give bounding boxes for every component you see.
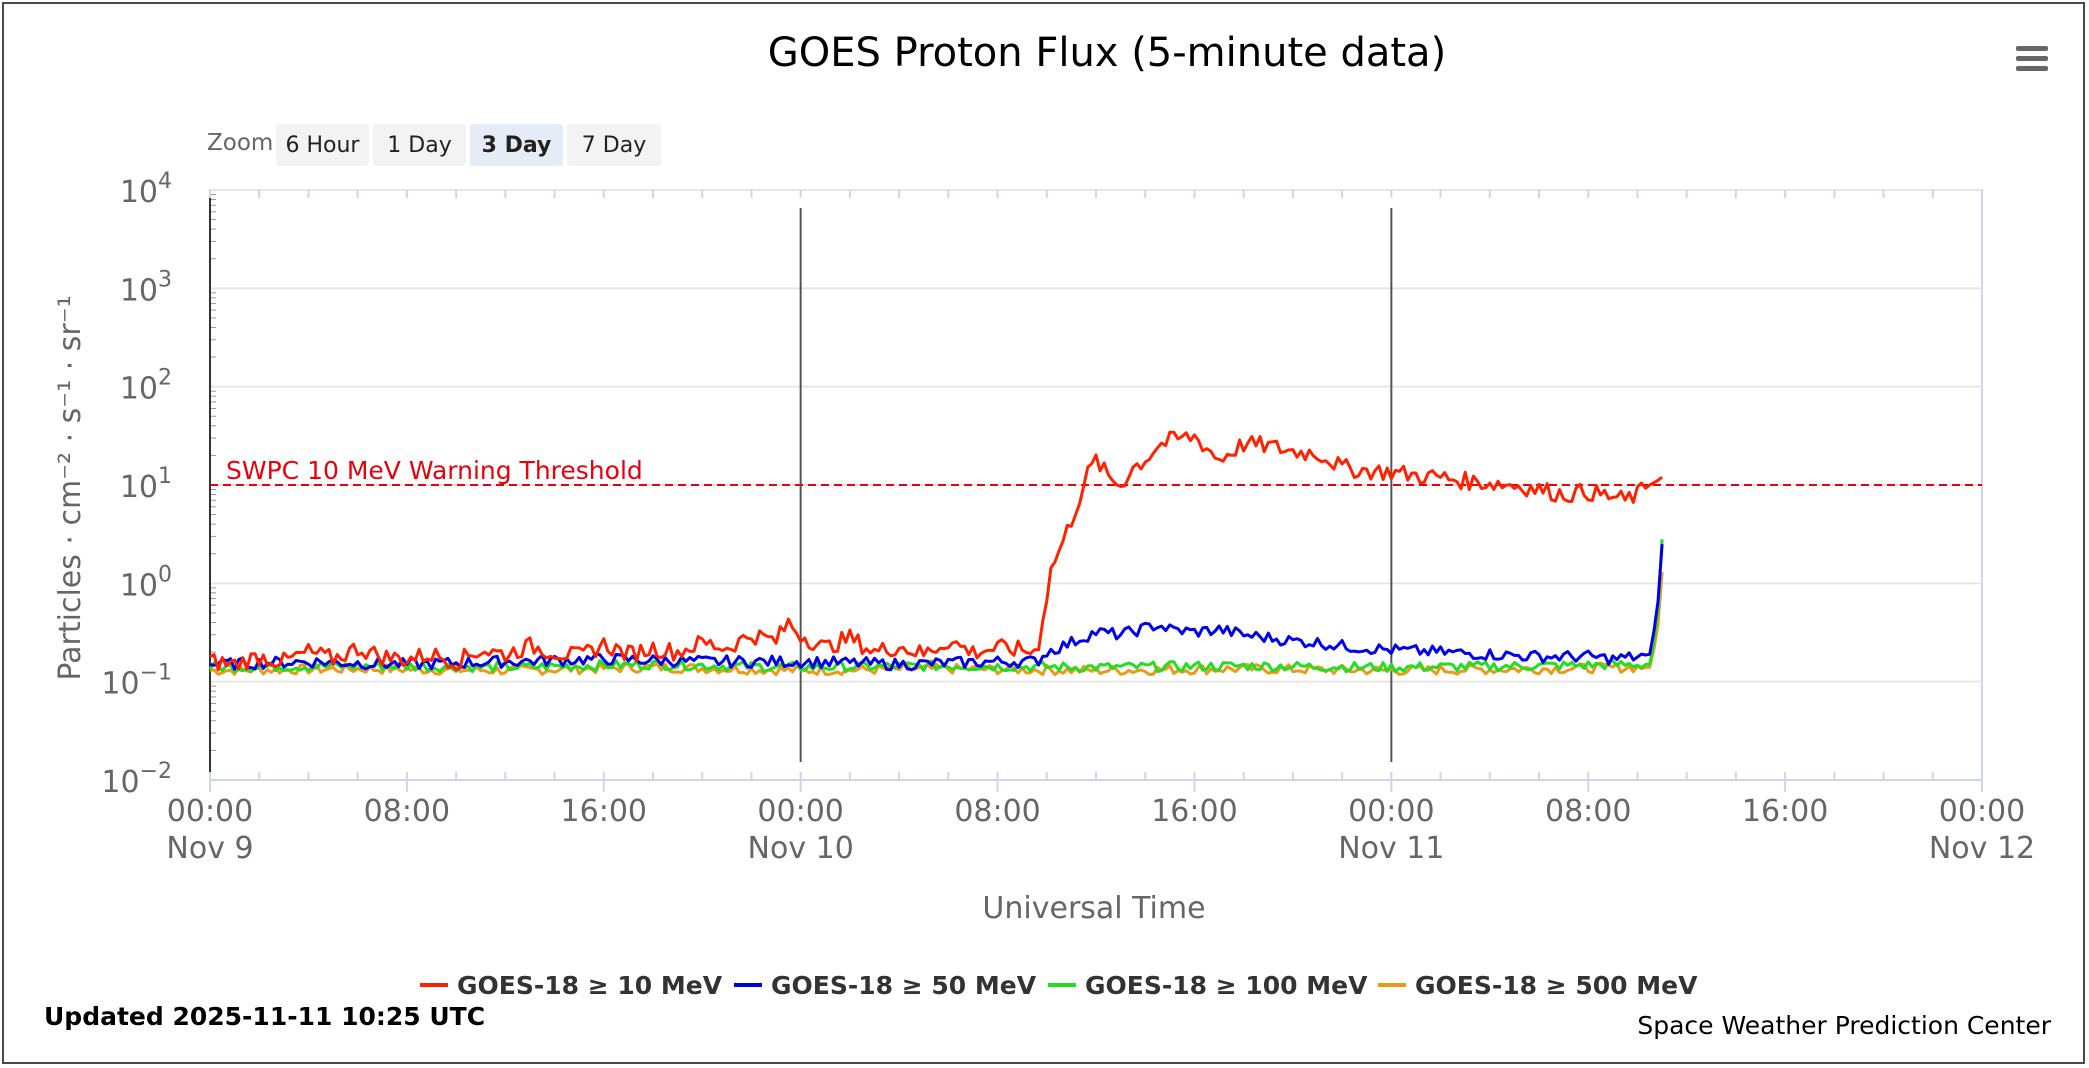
- zoom-1-day-button[interactable]: 1 Day: [373, 124, 466, 166]
- legend-label: GOES-18 ≥ 100 MeV: [1085, 970, 1368, 1000]
- legend-item-500mev[interactable]: GOES-18 ≥ 500 MeV: [1378, 968, 1697, 1002]
- x-tick-time: 16:00: [1151, 794, 1237, 829]
- legend-item-10mev[interactable]: GOES-18 ≥ 10 MeV: [420, 968, 722, 1002]
- x-tick-time: 00:00: [1939, 794, 2025, 829]
- zoom-6-hour-button[interactable]: 6 Hour: [276, 124, 369, 166]
- threshold-label: SWPC 10 MeV Warning Threshold: [226, 456, 643, 485]
- y-tick-label: 10−1: [101, 661, 172, 702]
- y-tick-label: 10−2: [101, 759, 172, 800]
- x-tick-date: Nov 9: [166, 831, 253, 866]
- credit-label: Space Weather Prediction Center: [1637, 1011, 2051, 1040]
- y-tick-label: 100: [120, 562, 172, 603]
- y-tick-base: 10: [120, 273, 158, 308]
- y-axis-label: Particles · cm⁻² · s⁻¹ · sr⁻¹: [53, 295, 88, 680]
- legend-swatch-icon: [1378, 983, 1406, 987]
- x-tick-date: Nov 11: [1338, 831, 1444, 866]
- y-tick-exponent: 4: [158, 169, 172, 194]
- y-tick-base: 10: [101, 765, 139, 800]
- legend-swatch-icon: [1048, 983, 1076, 987]
- y-tick-base: 10: [120, 568, 158, 603]
- x-tick-date: Nov 12: [1929, 831, 2035, 866]
- legend-label: GOES-18 ≥ 10 MeV: [457, 970, 723, 1000]
- x-tick-time: 08:00: [1545, 794, 1631, 829]
- y-tick-exponent: 0: [158, 562, 172, 587]
- y-tick-exponent: 3: [158, 267, 172, 292]
- y-tick-base: 10: [120, 175, 158, 210]
- y-tick-exponent: 2: [158, 366, 172, 391]
- x-tick-time: 16:00: [1742, 794, 1828, 829]
- x-tick-time: 00:00: [1348, 794, 1434, 829]
- x-axis-label: Universal Time: [982, 891, 1205, 926]
- y-tick-base: 10: [101, 667, 139, 702]
- hamburger-menu-icon[interactable]: [2016, 44, 2048, 74]
- zoom-label: Zoom: [207, 130, 274, 156]
- legend-swatch-icon: [420, 983, 448, 987]
- x-tick-date: Nov 10: [748, 831, 854, 866]
- y-tick-base: 10: [120, 470, 158, 505]
- y-tick-label: 102: [120, 366, 172, 407]
- legend: GOES-18 ≥ 10 MeV GOES-18 ≥ 50 MeV GOES-1…: [0, 968, 2089, 1002]
- zoom-7-day-button[interactable]: 7 Day: [567, 124, 661, 166]
- y-tick-base: 10: [120, 372, 158, 407]
- series-line-2: [208, 539, 1664, 674]
- legend-swatch-icon: [734, 983, 762, 987]
- legend-item-50mev[interactable]: GOES-18 ≥ 50 MeV: [734, 968, 1036, 1002]
- legend-item-100mev[interactable]: GOES-18 ≥ 100 MeV: [1048, 968, 1367, 1002]
- y-tick-label: 104: [120, 169, 172, 210]
- legend-label: GOES-18 ≥ 50 MeV: [771, 970, 1037, 1000]
- legend-label: GOES-18 ≥ 500 MeV: [1415, 970, 1698, 1000]
- x-tick-time: 08:00: [954, 794, 1040, 829]
- zoom-3-day-button[interactable]: 3 Day: [470, 124, 563, 166]
- y-tick-label: 101: [120, 464, 172, 505]
- y-tick-exponent: −2: [140, 759, 172, 784]
- x-tick-time: 00:00: [167, 794, 253, 829]
- updated-timestamp: Updated 2025-11-11 10:25 UTC: [44, 1002, 486, 1031]
- x-tick-time: 00:00: [757, 794, 843, 829]
- series-line-0: [209, 430, 1664, 672]
- chart-title: GOES Proton Flux (5-minute data): [767, 30, 1447, 76]
- y-tick-label: 103: [120, 267, 172, 308]
- y-tick-exponent: −1: [140, 661, 172, 686]
- x-tick-time: 08:00: [364, 794, 450, 829]
- y-tick-exponent: 1: [158, 464, 172, 489]
- x-tick-time: 16:00: [561, 794, 647, 829]
